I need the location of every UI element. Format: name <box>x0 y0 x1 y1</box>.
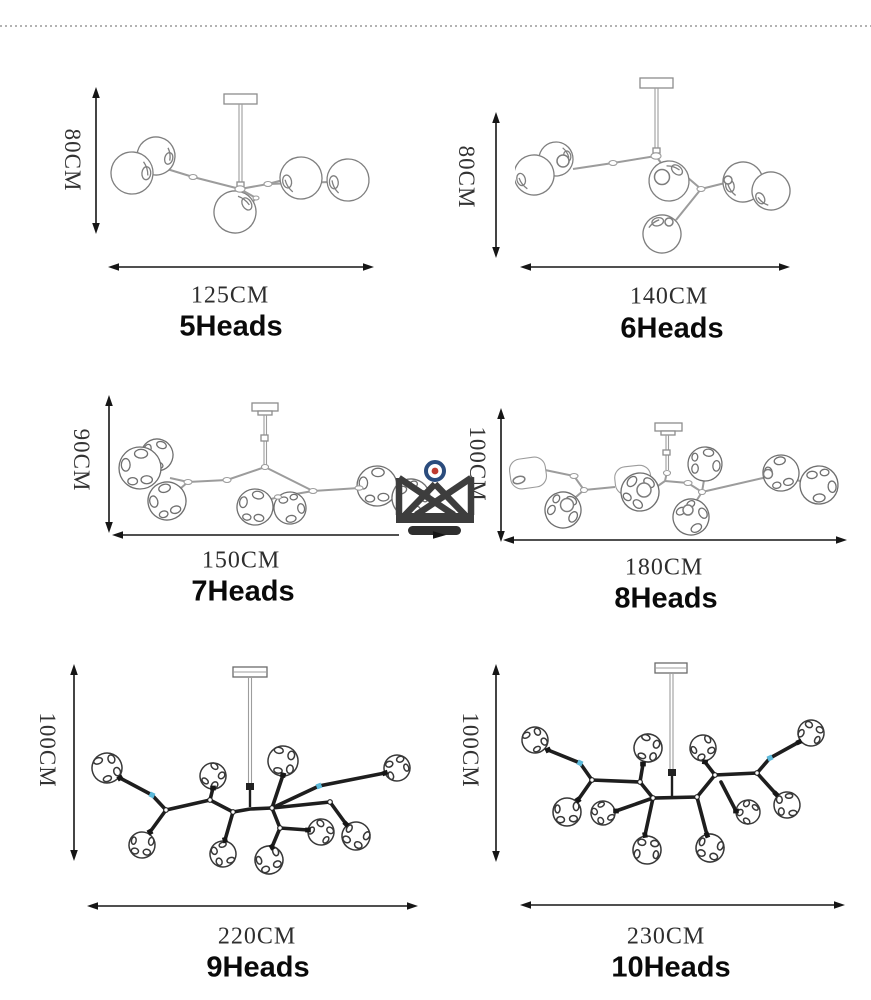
glass-globes <box>117 433 437 529</box>
arm-joints <box>589 770 760 801</box>
ceiling-mount <box>232 666 268 807</box>
chandelier-drawing-9heads <box>87 666 415 879</box>
width-arrow-6heads <box>520 263 790 271</box>
ceiling-mount <box>251 402 279 465</box>
height-arrow-7heads <box>105 395 113 533</box>
width-label-9heads: 220CM <box>217 923 297 950</box>
heads-label-6heads: 6Heads <box>620 312 724 345</box>
ceiling-mount <box>654 662 688 796</box>
width-label-5heads: 125CM <box>190 282 270 309</box>
arm-joints <box>188 173 273 201</box>
width-arrow-10heads <box>520 901 845 909</box>
ceiling-mount <box>654 422 683 470</box>
chandelier-drawing-5heads <box>108 93 372 242</box>
width-arrow-9heads <box>87 902 418 910</box>
chandelier-drawing-7heads <box>117 402 437 529</box>
height-arrow-10heads <box>492 664 500 862</box>
heads-label-9heads: 9Heads <box>206 951 310 984</box>
crown-logo-icon <box>395 460 475 535</box>
crown-watermark <box>395 460 475 535</box>
arm-joints <box>569 469 707 496</box>
width-label-7heads: 150CM <box>201 547 281 574</box>
width-arrow-7heads <box>112 531 446 539</box>
width-arrow-8heads <box>503 536 847 544</box>
chandelier-drawing-10heads <box>518 662 830 867</box>
height-label-6heads: 80CM <box>454 145 479 209</box>
chandelier-drawing-8heads <box>508 422 841 540</box>
width-label-8heads: 180CM <box>624 554 704 581</box>
height-arrow-6heads <box>492 112 500 258</box>
width-label-6heads: 140CM <box>629 283 709 310</box>
height-label-5heads: 80CM <box>60 128 85 192</box>
width-arrow-5heads <box>108 263 374 271</box>
ceiling-mount <box>223 93 258 188</box>
arm-joints <box>163 797 333 831</box>
socket-connectors <box>116 769 389 851</box>
heads-label-10heads: 10Heads <box>611 951 731 984</box>
height-arrow-5heads <box>92 87 100 234</box>
height-label-7heads: 90CM <box>69 428 94 492</box>
heads-label-5heads: 5Heads <box>179 310 283 343</box>
heads-label-8heads: 8Heads <box>614 582 718 615</box>
arm-joints <box>183 463 364 500</box>
glass-globes <box>87 742 415 879</box>
branch-arms <box>546 740 801 837</box>
chandelier-drawing-6heads <box>515 77 798 259</box>
width-label-10heads: 230CM <box>626 923 706 950</box>
height-arrow-8heads <box>497 408 505 542</box>
ceiling-mount <box>639 77 674 154</box>
glass-globes <box>508 444 841 540</box>
top-divider-line <box>0 25 871 27</box>
arm-joints <box>608 152 706 193</box>
height-arrow-9heads <box>70 664 78 861</box>
glass-globes <box>515 138 798 259</box>
socket-connectors <box>544 738 803 839</box>
height-label-10heads: 100CM <box>458 712 483 788</box>
height-label-9heads: 100CM <box>35 712 60 788</box>
heads-label-7heads: 7Heads <box>191 575 295 608</box>
